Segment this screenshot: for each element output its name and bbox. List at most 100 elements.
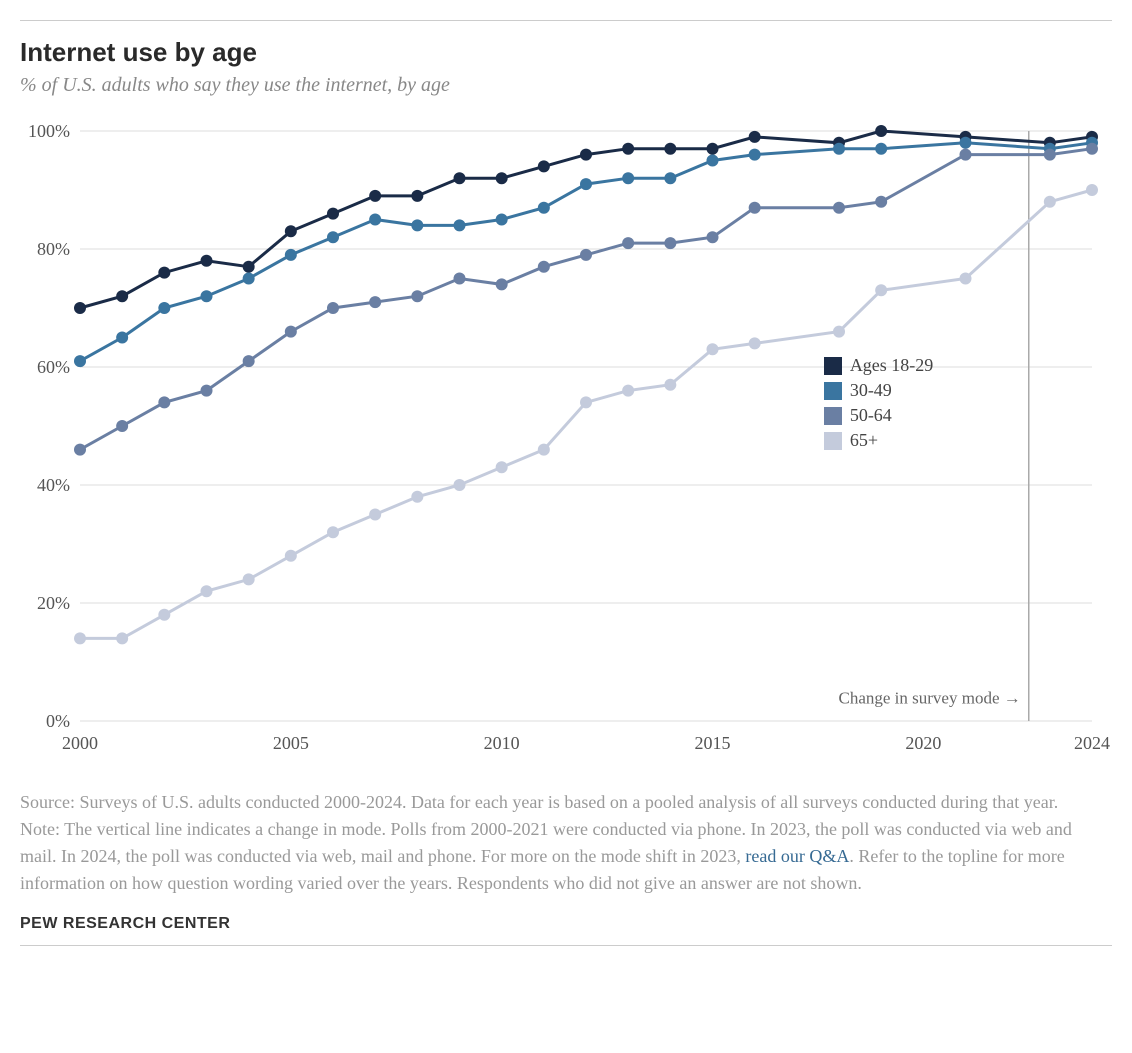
data-marker: [664, 143, 676, 155]
data-marker: [580, 249, 592, 261]
svg-text:2015: 2015: [695, 733, 731, 753]
data-marker: [369, 214, 381, 226]
svg-text:2005: 2005: [273, 733, 309, 753]
svg-text:80%: 80%: [37, 239, 70, 259]
data-marker: [201, 255, 213, 267]
data-marker: [749, 202, 761, 214]
data-marker: [749, 337, 761, 349]
svg-text:40%: 40%: [37, 475, 70, 495]
data-marker: [116, 290, 128, 302]
data-marker: [411, 290, 423, 302]
data-marker: [411, 190, 423, 202]
data-marker: [496, 278, 508, 290]
source-text: Source: Surveys of U.S. adults conducted…: [20, 792, 1058, 812]
data-marker: [285, 249, 297, 261]
chart-notes: Source: Surveys of U.S. adults conducted…: [20, 789, 1112, 897]
svg-text:2000: 2000: [62, 733, 98, 753]
data-marker: [158, 609, 170, 621]
data-marker: [622, 172, 634, 184]
chart-area: 0% 20% 40% 60% 80% 100% 2000 2005 2010 2015 2020 20…: [20, 121, 1112, 761]
data-marker: [327, 302, 339, 314]
data-marker: [749, 149, 761, 161]
data-marker: [1086, 184, 1098, 196]
data-marker: [116, 332, 128, 344]
data-marker: [960, 137, 972, 149]
svg-text:0%: 0%: [46, 711, 70, 731]
data-marker: [158, 267, 170, 279]
data-marker: [622, 385, 634, 397]
chart-subtitle: % of U.S. adults who say they use the in…: [20, 74, 1112, 97]
data-marker: [411, 491, 423, 503]
data-marker: [285, 550, 297, 562]
line-chart-svg: 0% 20% 40% 60% 80% 100% 2000 2005 2010 2015 2020 20…: [20, 121, 1112, 761]
data-marker: [833, 202, 845, 214]
data-marker: [875, 143, 887, 155]
data-marker: [74, 302, 86, 314]
data-marker: [496, 461, 508, 473]
data-marker: [201, 585, 213, 597]
data-marker: [327, 208, 339, 220]
data-marker: [1086, 143, 1098, 155]
data-marker: [707, 231, 719, 243]
data-marker: [538, 202, 550, 214]
data-marker: [1044, 196, 1056, 208]
data-marker: [833, 143, 845, 155]
data-marker: [454, 479, 466, 491]
svg-text:20%: 20%: [37, 593, 70, 613]
data-marker: [116, 632, 128, 644]
data-marker: [243, 355, 255, 367]
data-marker: [327, 231, 339, 243]
svg-text:Change in survey mode →: Change in survey mode →: [839, 688, 1021, 707]
svg-text:2010: 2010: [484, 733, 520, 753]
data-marker: [74, 444, 86, 456]
data-marker: [538, 261, 550, 273]
data-marker: [201, 290, 213, 302]
data-marker: [327, 526, 339, 538]
data-marker: [538, 160, 550, 172]
data-marker: [580, 178, 592, 190]
data-marker: [158, 396, 170, 408]
data-marker: [664, 379, 676, 391]
data-marker: [285, 225, 297, 237]
data-marker: [875, 196, 887, 208]
svg-text:2020: 2020: [905, 733, 941, 753]
svg-text:100%: 100%: [28, 121, 70, 141]
data-marker: [960, 149, 972, 161]
data-marker: [622, 143, 634, 155]
svg-text:60%: 60%: [37, 357, 70, 377]
data-marker: [243, 261, 255, 273]
qa-link[interactable]: read our Q&A: [745, 846, 849, 866]
data-marker: [707, 343, 719, 355]
data-marker: [158, 302, 170, 314]
data-marker: [74, 632, 86, 644]
data-marker: [454, 172, 466, 184]
data-marker: [664, 172, 676, 184]
data-marker: [1044, 149, 1056, 161]
data-marker: [285, 326, 297, 338]
svg-text:2024: 2024: [1074, 733, 1110, 753]
data-marker: [538, 444, 550, 456]
data-marker: [74, 355, 86, 367]
data-marker: [454, 273, 466, 285]
data-marker: [496, 172, 508, 184]
data-marker: [369, 190, 381, 202]
chart-container: Internet use by age % of U.S. adults who…: [20, 20, 1112, 946]
data-marker: [411, 219, 423, 231]
data-marker: [875, 284, 887, 296]
data-marker: [580, 396, 592, 408]
data-marker: [454, 219, 466, 231]
data-marker: [369, 296, 381, 308]
data-marker: [875, 125, 887, 137]
data-marker: [707, 143, 719, 155]
data-marker: [201, 385, 213, 397]
data-marker: [496, 214, 508, 226]
data-marker: [833, 326, 845, 338]
data-marker: [664, 237, 676, 249]
data-marker: [243, 573, 255, 585]
chart-title: Internet use by age: [20, 37, 1112, 68]
data-marker: [622, 237, 634, 249]
data-marker: [707, 155, 719, 167]
credit: PEW RESEARCH CENTER: [20, 915, 1112, 933]
data-marker: [243, 273, 255, 285]
data-marker: [960, 273, 972, 285]
